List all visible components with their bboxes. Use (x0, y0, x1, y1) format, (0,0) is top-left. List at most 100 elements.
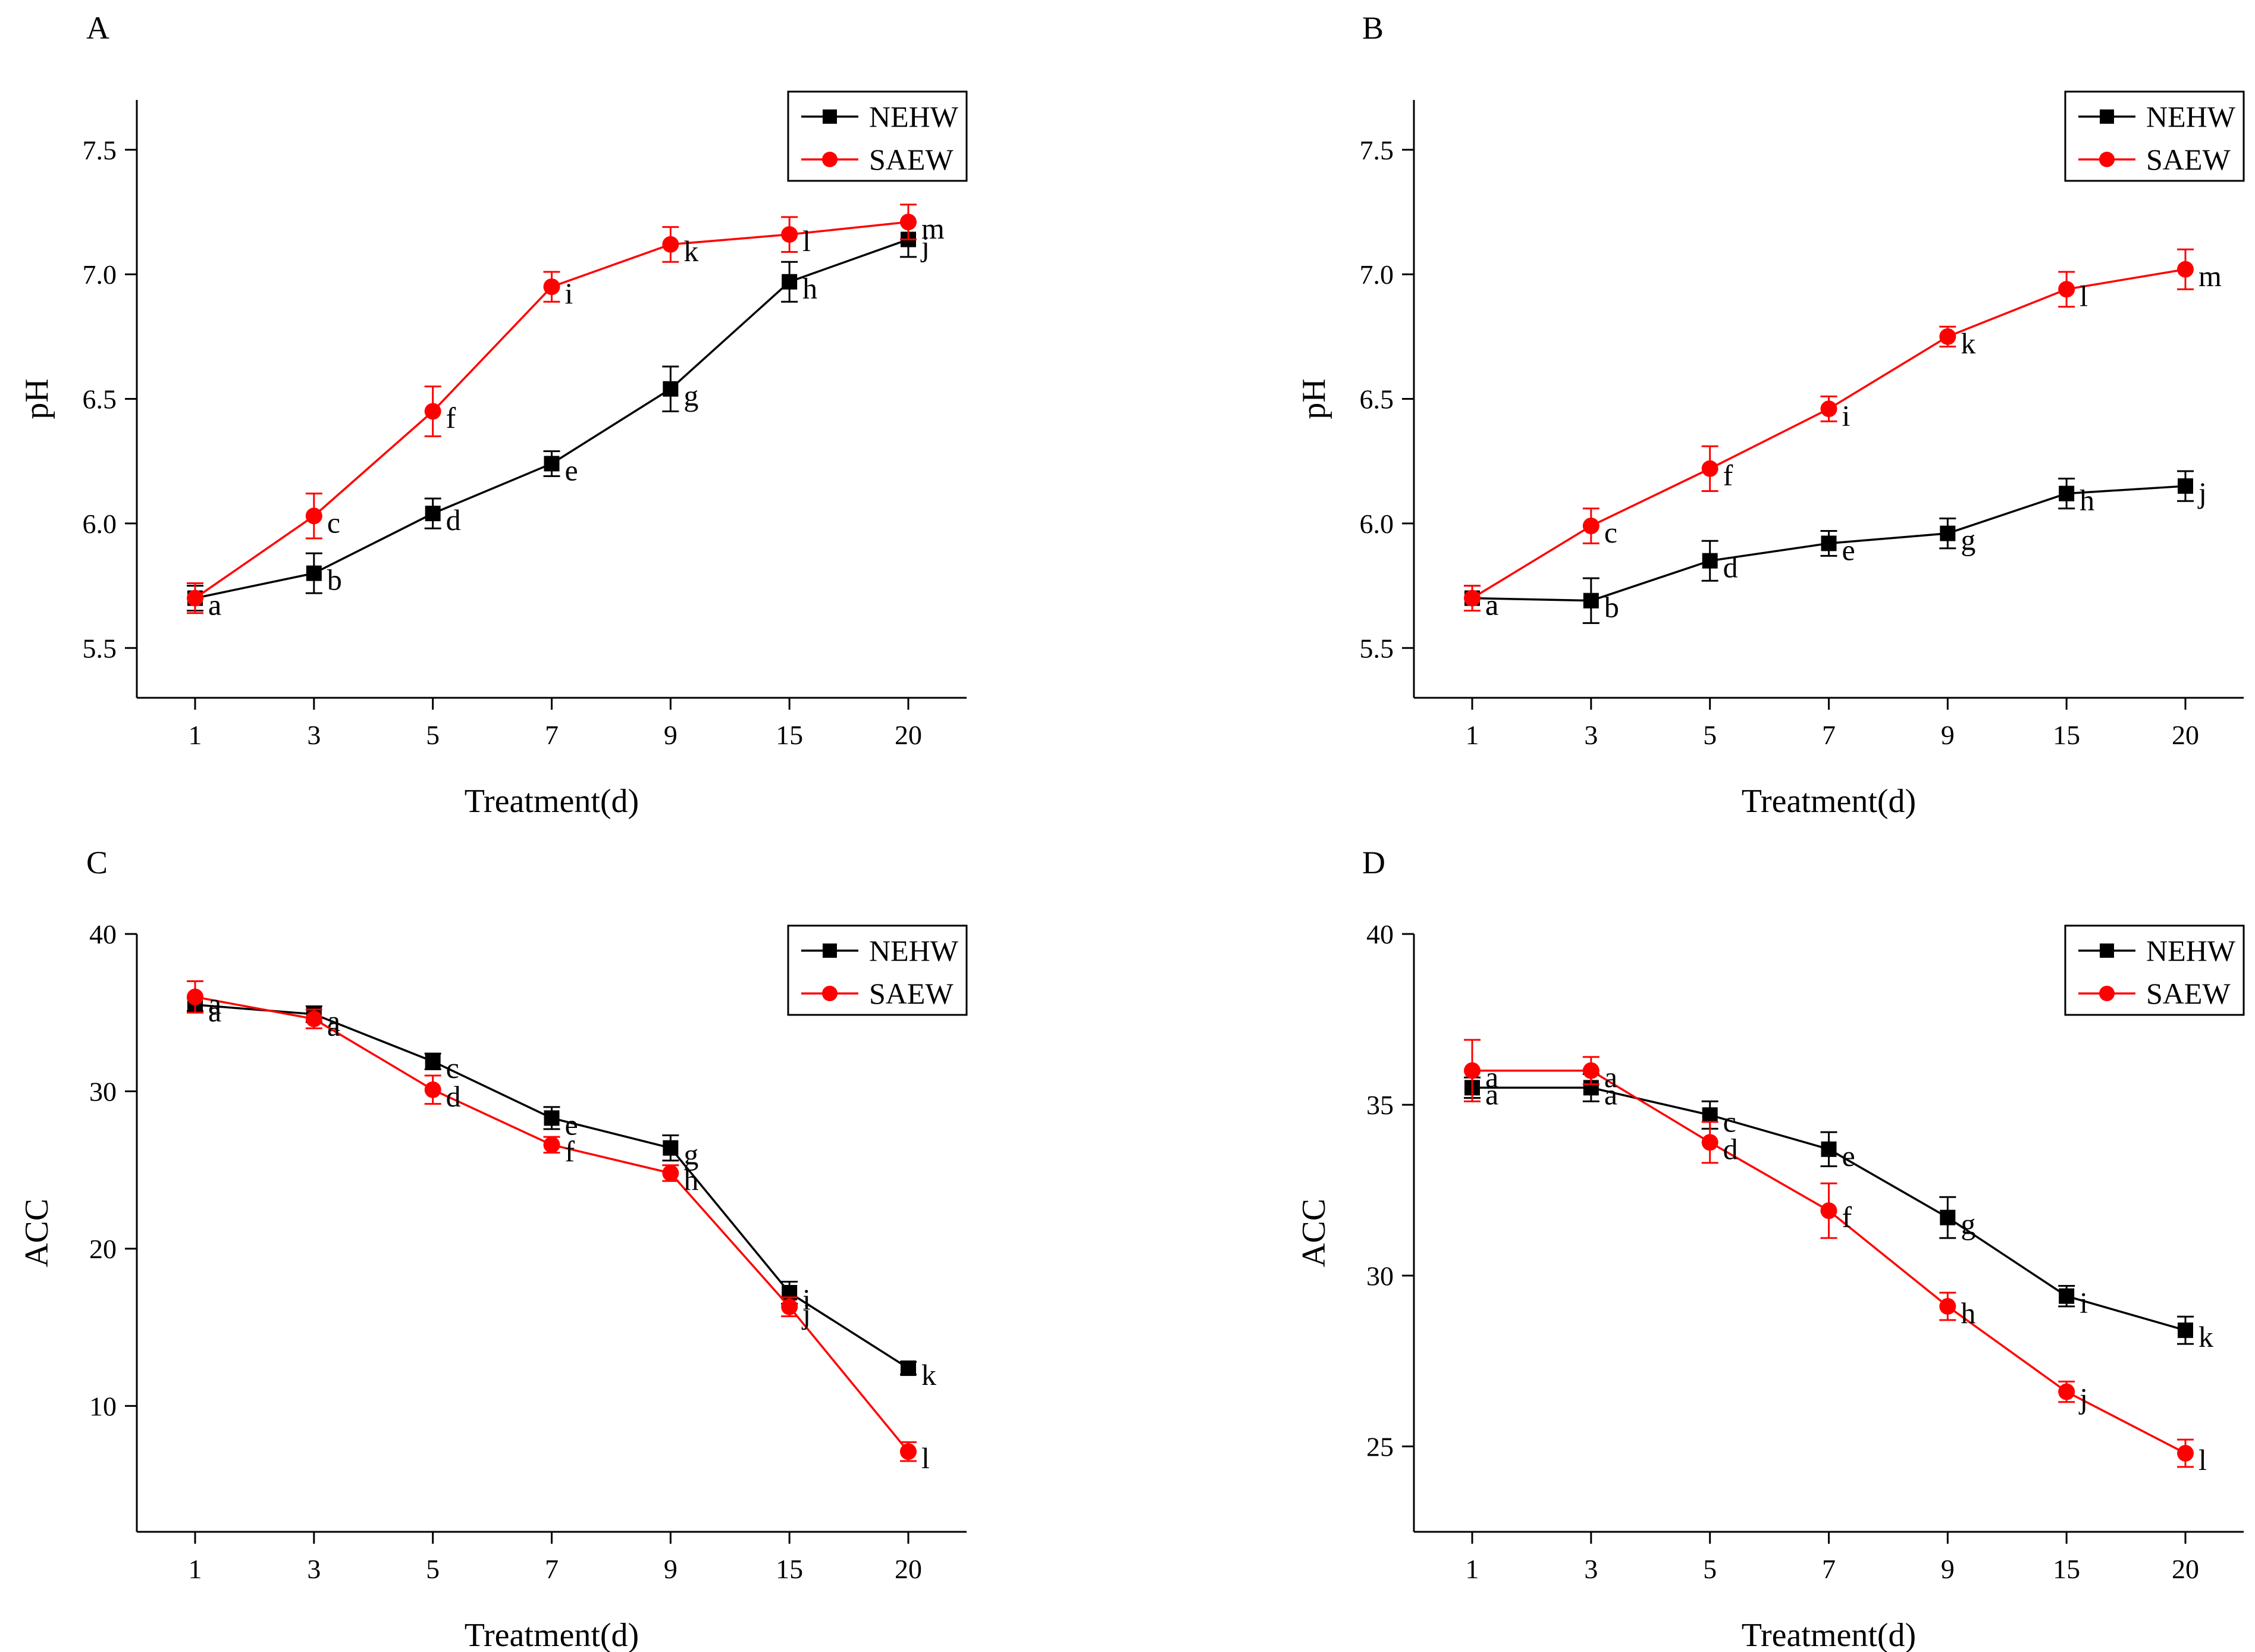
significance-label: a (1485, 1061, 1498, 1094)
x-tick-label: 15 (776, 720, 803, 750)
series-nehw: a a c e g i k (1464, 1073, 2213, 1353)
legend-box (2064, 924, 2245, 1016)
significance-label: a (1604, 1077, 1617, 1111)
legend-box (787, 90, 968, 182)
x-tick-label: 5 (1703, 720, 1717, 750)
significance-label: h (1961, 1296, 1975, 1330)
panel-B: B 1 3 5 7 9 15 20 5.5 6.0 6.5 7.0 7.5 Treatment(d) pH… (1296, 10, 2245, 820)
x-tick-label: 9 (1941, 720, 1955, 750)
significance-label: f (446, 401, 456, 434)
data-point-square (306, 565, 322, 581)
data-point-circle (1701, 460, 1718, 477)
y-tick-label: 7.5 (1360, 135, 1394, 165)
data-point-square (1702, 553, 1718, 569)
x-tick-label: 3 (1584, 720, 1598, 750)
legend-label: SAEW (869, 143, 954, 176)
data-point-square (544, 1110, 560, 1126)
legend: NEHW SAEW (787, 924, 968, 1016)
data-point-circle (1820, 1202, 1837, 1220)
significance-label: d (1723, 1132, 1738, 1165)
x-tick-label: 7 (545, 1554, 559, 1584)
y-tick-label: 6.0 (1360, 509, 1394, 539)
significance-label: m (921, 212, 945, 245)
legend-marker-circle (2099, 986, 2115, 1001)
significance-label: c (1604, 516, 1617, 549)
legend-marker-square (823, 943, 837, 958)
y-axis-title: pH (1296, 378, 1332, 419)
data-point-square (782, 274, 798, 290)
data-point-circle (1820, 400, 1837, 418)
data-point-circle (900, 1443, 917, 1460)
legend-label: NEHW (869, 934, 959, 967)
x-axis-title: Treatment(d) (1742, 1617, 1916, 1652)
legend: NEHW SAEW (2064, 924, 2245, 1016)
x-tick-label: 5 (1703, 1554, 1717, 1584)
significance-label: a (208, 987, 221, 1020)
significance-label: g (1961, 524, 1975, 557)
data-point-circle (1939, 328, 1956, 345)
data-point-square (1940, 525, 1956, 541)
x-tick-label: 20 (2172, 1554, 2199, 1584)
data-point-circle (2177, 261, 2194, 278)
x-tick-label: 5 (426, 1554, 440, 1584)
x-tick-label: 9 (664, 720, 678, 750)
y-tick-label: 25 (1366, 1431, 1394, 1462)
significance-label: g (1961, 1208, 1975, 1241)
y-tick-label: 5.5 (1360, 633, 1394, 663)
x-tick-label: 1 (189, 1554, 202, 1584)
plot-B: 1 3 5 7 9 15 20 5.5 6.0 6.5 7.0 7.5 Treatment(d) pH a b… (1296, 90, 2245, 820)
significance-label: e (1842, 1139, 1855, 1173)
significance-label: e (565, 1108, 578, 1141)
data-point-circle (1582, 518, 1599, 535)
series-nehw: a b d e g h j (187, 221, 930, 622)
data-point-circle (187, 590, 203, 607)
x-tick-label: 20 (895, 720, 922, 750)
data-point-circle (2058, 281, 2075, 298)
significance-label: l (802, 224, 811, 258)
data-point-square (2178, 1322, 2193, 1338)
series-saew: a c f i k l m (187, 203, 945, 622)
data-point-circle (1582, 1062, 1599, 1079)
y-tick-label: 35 (1366, 1090, 1394, 1120)
x-tick-label: 15 (2053, 1554, 2080, 1584)
data-point-circle (1464, 1062, 1481, 1079)
legend-marker-circle (822, 986, 838, 1001)
x-tick-label: 7 (1822, 1554, 1836, 1584)
y-tick-label: 20 (89, 1234, 117, 1264)
data-point-square (425, 1054, 441, 1070)
series-nehw: a b d e g h j (1464, 470, 2207, 624)
data-point-circle (2058, 1383, 2075, 1400)
significance-label: l (2198, 1443, 2207, 1477)
significance-label: d (1723, 551, 1738, 584)
significance-label: c (446, 1051, 459, 1084)
significance-label: l (921, 1441, 930, 1475)
x-tick-label: 5 (426, 720, 440, 750)
data-point-square (2059, 485, 2075, 501)
significance-label: h (683, 1163, 698, 1196)
significance-label: i (2080, 1286, 2088, 1319)
data-point-circle (424, 403, 441, 420)
legend-label: NEHW (2146, 100, 2236, 133)
significance-label: a (1485, 588, 1498, 622)
legend: NEHW SAEW (787, 90, 968, 182)
significance-label: a (208, 995, 221, 1028)
significance-label: m (2198, 259, 2222, 293)
data-point-square (2178, 478, 2193, 494)
legend-label: SAEW (2146, 977, 2231, 1010)
significance-label: h (2080, 484, 2094, 517)
data-point-square (663, 381, 679, 397)
y-tick-label: 40 (89, 919, 117, 949)
significance-label: g (683, 379, 698, 412)
significance-label: a (1604, 1061, 1617, 1094)
legend-marker-circle (822, 152, 838, 167)
significance-label: k (1961, 327, 1975, 360)
y-tick-label: 6.0 (83, 509, 117, 539)
data-point-circle (781, 226, 798, 243)
series-saew: a c f i k l m (1464, 248, 2222, 622)
